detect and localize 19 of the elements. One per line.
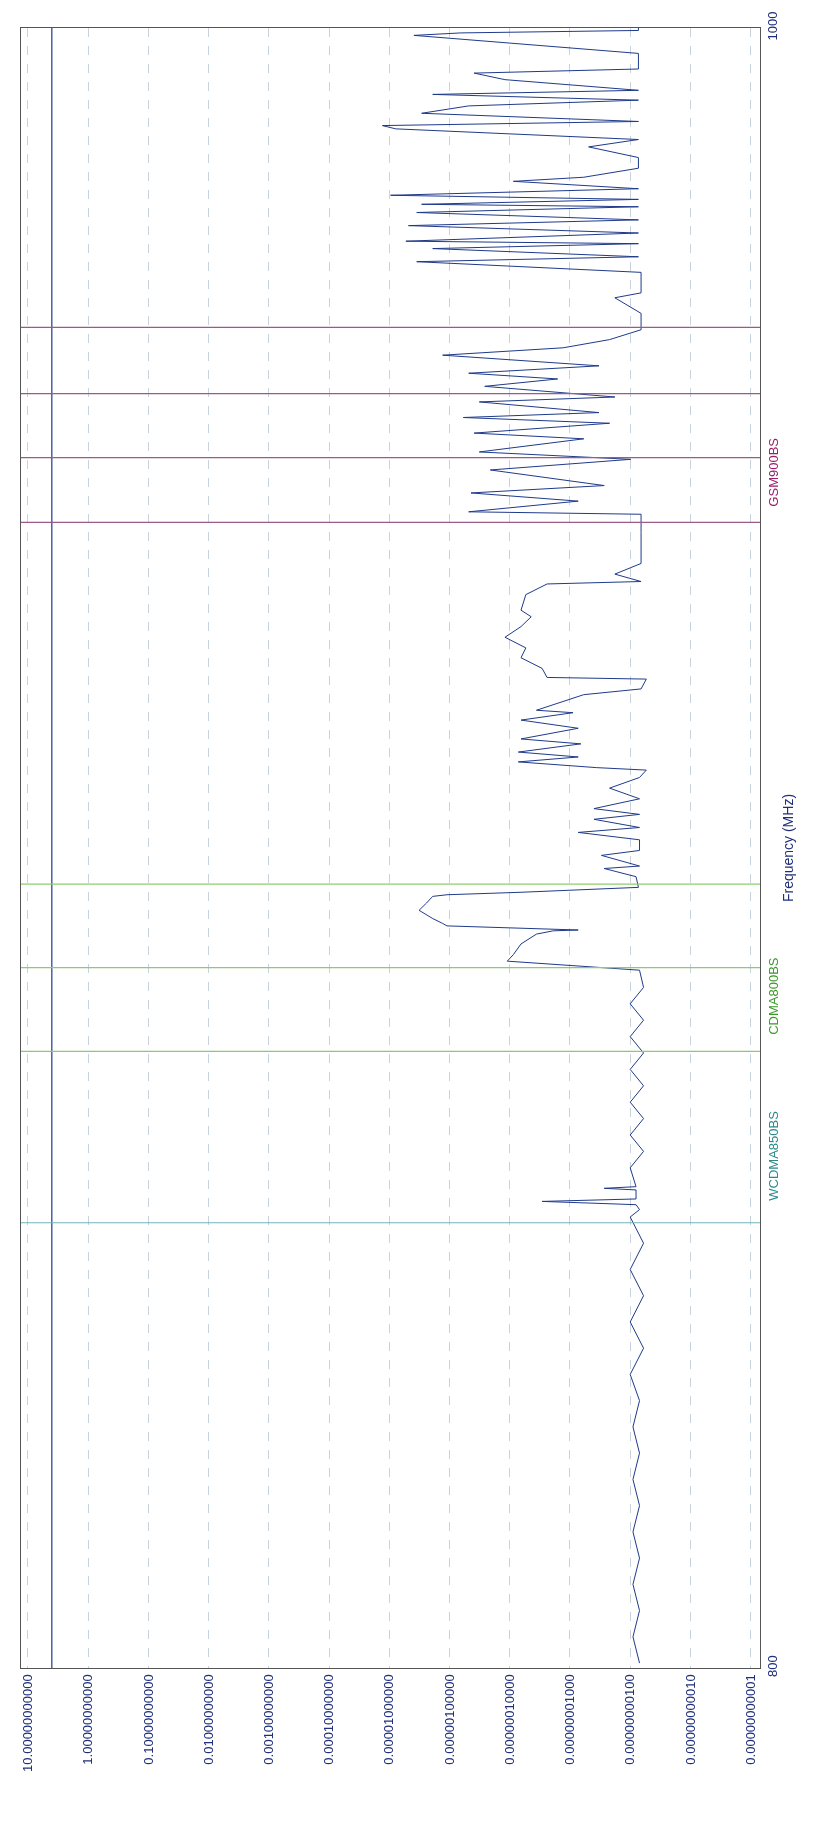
x-tick-label: 0.00000010000 <box>501 1674 517 1765</box>
x-tick-label: 10.00000000000 <box>20 1674 36 1772</box>
x-tick-label: 0.00000000010 <box>682 1674 698 1765</box>
y-tick-label: 1000 <box>764 11 780 41</box>
y-tick-label: 800 <box>764 1655 780 1677</box>
x-tick-label: 0.00000100000 <box>441 1674 457 1765</box>
text: GSM900BS <box>765 437 781 507</box>
x-tick-label: 0.00000000001 <box>742 1674 758 1765</box>
x-tick-label: 0.00000001000 <box>562 1674 578 1765</box>
x-tick-label: 1.00000000000 <box>80 1674 96 1765</box>
text: WCDMA850BS <box>765 1110 781 1201</box>
x-tick-label: 0.01000000000 <box>200 1674 216 1765</box>
x-tick-label: 0.00001000000 <box>381 1674 397 1765</box>
x-tick-label: 0.10000000000 <box>140 1674 156 1765</box>
text: CDMA800BS <box>765 957 781 1035</box>
y-axis-title: Frequency (MHz) <box>780 793 796 903</box>
x-tick-label: 0.00000000100 <box>622 1674 638 1765</box>
x-tick-label: 0.00100000000 <box>261 1674 277 1765</box>
x-tick-label: 0.00010000000 <box>321 1674 337 1765</box>
